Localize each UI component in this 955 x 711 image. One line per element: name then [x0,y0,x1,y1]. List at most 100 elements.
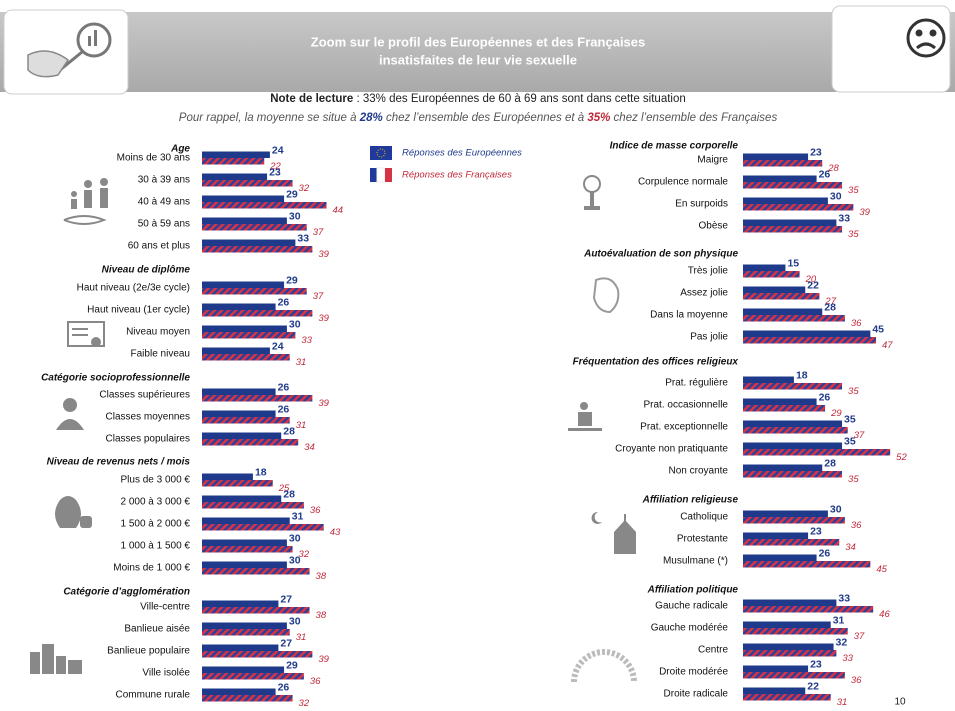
category-label: Ville isolée [142,668,190,679]
note-text: : 33% des Européennes de 60 à 69 ans son… [357,93,686,105]
family-icon [63,178,108,225]
magnifier-icon [27,22,112,78]
bar-fr [743,517,845,524]
value-label-fr: 47 [882,340,893,351]
bar-fr [202,202,327,209]
value-label-eu: 35 [844,413,856,425]
value-label-eu: 23 [810,658,822,670]
value-label-fr: 46 [879,609,890,620]
bar-eu [743,510,828,517]
scale-icon [583,175,601,210]
value-label-eu: 28 [824,457,836,469]
bar-eu [202,539,287,546]
bar-fr [743,160,823,167]
bar-eu [743,687,806,694]
value-label-fr: 35 [848,474,859,485]
bar-fr [743,204,854,211]
value-label-eu: 30 [289,210,301,222]
value-label-eu: 45 [872,323,884,335]
sad-face-icon [906,18,946,58]
value-label-fr: 28 [827,163,839,174]
category-label: Gauche modérée [651,623,729,634]
category-label: Très jolie [688,266,729,277]
legend-fr-flag [376,167,386,183]
value-label-fr: 37 [313,227,324,238]
value-label-fr: 37 [854,631,865,642]
bar-fr [743,471,843,478]
value-label-fr: 36 [310,505,321,516]
bar-fr [743,337,877,344]
group-title: Indice de masse corporelle [610,141,739,152]
category-label: 40 à 49 ans [138,197,190,208]
category-label: Assez jolie [680,288,728,299]
bar-eu [743,621,831,628]
category-label: Banlieue populaire [107,646,190,657]
bar-eu [202,325,287,332]
category-label: 2 000 à 3 000 € [120,497,190,508]
bar-fr [202,310,313,317]
bar-fr [202,180,293,187]
value-label-eu: 27 [280,593,292,605]
category-label: Ville-centre [140,602,190,613]
category-label: Maigre [697,155,728,166]
category-label: 1 000 à 1 500 € [120,541,190,552]
bar-eu [743,264,786,271]
value-label-fr: 39 [318,398,329,409]
value-label-fr: 29 [830,408,842,419]
group-title: Niveau de revenus nets / mois [47,457,191,468]
value-label-fr: 31 [296,420,307,431]
bar-fr [202,246,313,253]
bar-fr [743,182,843,189]
category-label: Commune rurale [116,690,191,701]
category-label: Haut niveau (2e/3e cycle) [77,283,190,294]
category-label: Banlieue aisée [124,624,190,635]
value-label-fr: 38 [316,610,327,621]
value-label-fr: 39 [318,313,329,324]
legend-eu-stars [376,148,386,158]
value-label-fr: 36 [851,318,862,329]
bar-eu [743,330,871,337]
bar-eu [202,347,270,354]
value-label-eu: 26 [819,391,831,403]
reminder-fr: 35% [587,112,610,124]
value-label-fr: 32 [299,183,310,194]
prayer-icon [568,402,602,431]
value-label-fr: 33 [842,653,853,664]
category-label: Centre [698,645,728,656]
value-label-fr: 37 [854,430,865,441]
value-label-fr: 34 [304,442,315,453]
value-label-fr: 22 [269,161,281,172]
legend-fr-flag [385,168,392,182]
person-icon [56,398,84,430]
bar-eu [743,532,809,539]
category-label: Niveau moyen [126,327,190,338]
bar-eu [743,665,809,672]
group-title: Affiliation politique [647,585,739,596]
category-label: Classes populaires [106,434,191,445]
category-label: Gauche radicale [655,601,728,612]
bar-eu [202,561,287,568]
category-label: Pas jolie [690,332,728,343]
reminder-text: chez l’ensemble des Européennes et à [383,112,588,124]
bar-fr [202,417,290,424]
bar-fr [202,568,310,575]
category-label: Musulmane (*) [663,556,728,567]
value-label-fr: 25 [278,483,290,494]
group-title: Catégorie socioprofessionnelle [41,373,190,384]
legend: Réponses des Européennes Réponses des Fr… [370,146,522,183]
bar-eu [202,217,287,224]
value-label-eu: 26 [819,168,831,180]
reminder-text: Pour rappel, la moyenne se situe à [179,112,360,124]
group-title: Fréquentation des offices religieux [573,357,739,368]
bar-fr [743,561,871,568]
header-icon-box [3,9,129,95]
bar-eu [743,643,834,650]
value-label-fr: 39 [859,207,870,218]
bar-fr [743,449,891,456]
bar-eu [202,173,268,180]
bar-eu [743,219,837,226]
bar-fr [202,354,290,361]
bar-eu [202,666,285,673]
title-line: Zoom sur le profil des Européennes et de… [311,34,646,49]
